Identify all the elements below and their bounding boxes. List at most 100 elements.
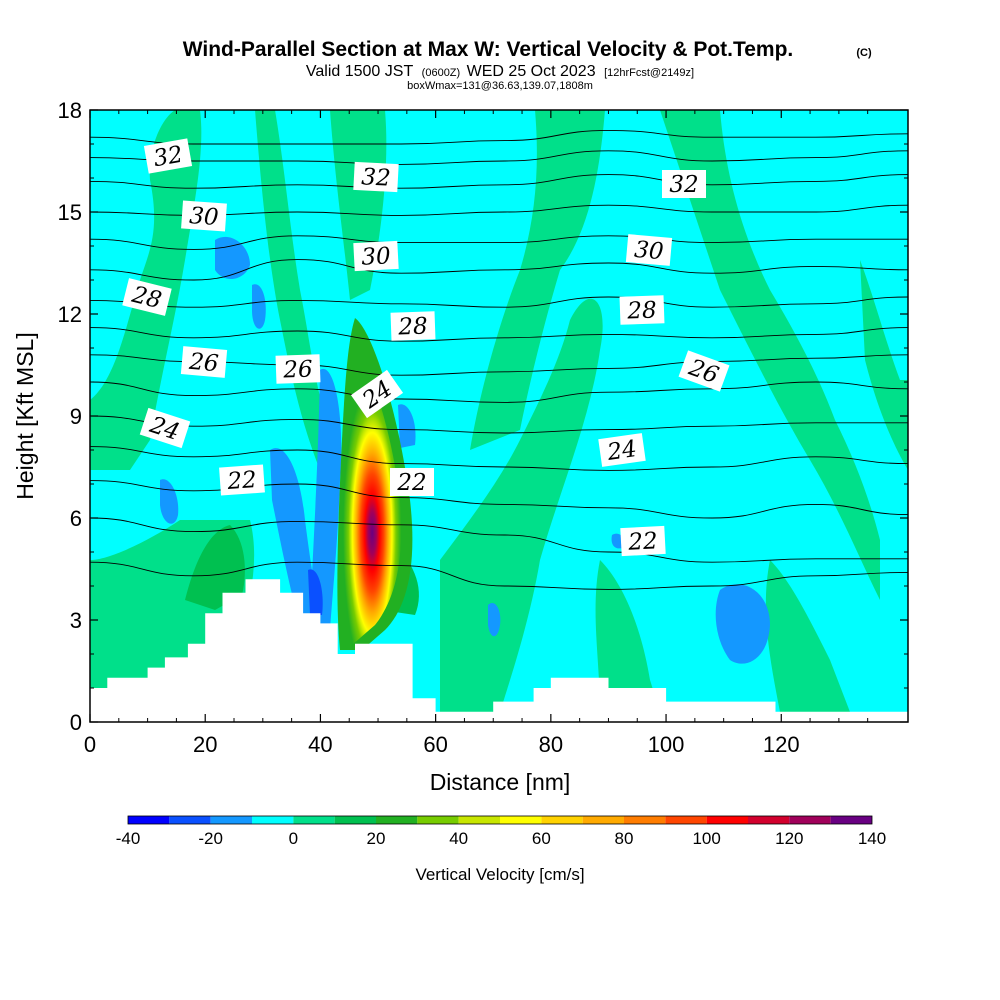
colorbar-tick-label: -40 xyxy=(116,829,141,848)
isentrope-label: 26 xyxy=(180,346,228,378)
colorbar-tick-label: 20 xyxy=(367,829,386,848)
forecast-info: [12hrFcst@2149z] xyxy=(604,67,694,79)
updraft-green-left xyxy=(185,525,245,610)
x-tick-label: 0 xyxy=(84,732,96,757)
y-tick-label: 9 xyxy=(70,404,82,429)
colorbar-swatch xyxy=(334,816,376,824)
isentrope-line xyxy=(90,296,908,308)
isentrope-labels: 32 32 32 30 30 30 28 28 xyxy=(122,138,730,557)
isentrope-label: 30 xyxy=(625,234,673,266)
colorbar-frame xyxy=(127,815,873,825)
colorbar-swatch xyxy=(376,816,418,824)
colorbar-swatch xyxy=(830,816,872,824)
colorbar-swatch xyxy=(789,816,831,824)
downdraft-lower-right xyxy=(715,584,770,664)
colorbar-swatch xyxy=(706,816,748,824)
colorbar-swatch xyxy=(458,816,500,824)
updraft-plume-core xyxy=(343,350,402,645)
valid-date: WED 25 Oct 2023 xyxy=(467,63,596,80)
isentrope-line xyxy=(90,354,908,376)
isentrope-line xyxy=(90,235,908,250)
colorbar-swatch xyxy=(417,816,459,824)
isentrope-line xyxy=(90,327,908,342)
isentrope-line xyxy=(90,174,908,189)
isentrope-label: 30 xyxy=(353,240,399,272)
isentrope-line xyxy=(90,415,908,434)
y-tick-label: 12 xyxy=(58,302,82,327)
svg-text:32: 32 xyxy=(669,172,698,198)
isentrope-label: 28 xyxy=(619,295,665,325)
isentrope-line xyxy=(90,150,908,165)
colorbar-swatch xyxy=(748,816,790,824)
svg-text:32: 32 xyxy=(151,142,184,173)
colorbar-tick-label: 140 xyxy=(858,829,886,848)
colorbar-tick-label: 40 xyxy=(449,829,468,848)
colorbar-swatch xyxy=(582,816,624,824)
svg-text:22: 22 xyxy=(396,470,426,496)
colorbar-tick-label: 120 xyxy=(775,829,803,848)
svg-text:32: 32 xyxy=(361,164,392,191)
y-tick-label: 6 xyxy=(70,506,82,531)
isentrope-line xyxy=(90,204,908,216)
colorbar: -40 -20 0 20 40 60 80 100 120 140 xyxy=(116,815,886,848)
y-tick-label: 0 xyxy=(70,710,82,735)
y-axis: 0 3 6 9 12 15 18 xyxy=(58,98,908,735)
isentrope-label: 32 xyxy=(662,170,706,198)
updraft-band-far-right xyxy=(860,260,908,470)
isentrope-lines xyxy=(90,129,908,590)
colorbar-swatch xyxy=(665,816,707,824)
copyright-mark: (C) xyxy=(856,47,872,59)
isentrope-line xyxy=(90,129,908,145)
x-tick-label: 60 xyxy=(423,732,447,757)
isentrope-line xyxy=(90,381,908,403)
colorbar-swatch xyxy=(128,816,170,824)
updraft-band-right xyxy=(660,110,880,600)
downdraft-upper-left-2 xyxy=(252,284,266,329)
y-axis-label: Height [Kft MSL] xyxy=(12,332,38,499)
svg-text:26: 26 xyxy=(282,356,313,383)
plot-area xyxy=(90,110,908,722)
velocity-field xyxy=(90,110,908,712)
svg-text:22: 22 xyxy=(627,528,659,556)
svg-text:28: 28 xyxy=(626,297,657,324)
colorbar-swatch xyxy=(210,816,252,824)
valid-time: Valid 1500 JST xyxy=(306,63,414,80)
downdraft-west-core xyxy=(308,569,323,615)
colorbar-tick-label: 60 xyxy=(532,829,551,848)
svg-text:22: 22 xyxy=(226,467,258,495)
x-tick-label: 120 xyxy=(763,732,800,757)
isentrope-label: 26 xyxy=(275,354,321,384)
updraft-band-lower-right xyxy=(595,560,660,712)
x-axis-label: Distance [nm] xyxy=(430,769,571,795)
svg-text:30: 30 xyxy=(361,243,392,270)
isentrope-label: 32 xyxy=(143,138,193,174)
colorbar-label: Vertical Velocity [cm/s] xyxy=(415,865,584,884)
updraft-band-bottom-right xyxy=(765,560,850,712)
isentrope-label: 32 xyxy=(353,161,399,193)
updraft-band-mid xyxy=(470,110,605,450)
colorbar-swatch xyxy=(169,816,211,824)
svg-text:30: 30 xyxy=(188,203,219,231)
isentrope-label: 22 xyxy=(390,468,434,496)
x-tick-label: 40 xyxy=(308,732,332,757)
downdraft-spot-mid xyxy=(488,602,501,637)
isentrope-line xyxy=(90,561,908,590)
isentrope-label: 24 xyxy=(598,433,646,467)
downdraft-east-flank xyxy=(398,404,416,448)
isentrope-line xyxy=(90,259,908,281)
valid-time-utc: (0600Z) xyxy=(422,67,461,79)
colorbar-swatch xyxy=(500,816,542,824)
colorbar-swatch xyxy=(293,816,335,824)
x-tick-label: 80 xyxy=(539,732,563,757)
colorbar-tick-label: 100 xyxy=(692,829,720,848)
isentrope-label: 28 xyxy=(390,311,436,341)
y-tick-label: 3 xyxy=(70,608,82,633)
updraft-band-lowmid xyxy=(440,298,603,712)
y-tick-label: 15 xyxy=(58,200,82,225)
x-axis: 0 20 40 60 80 100 120 xyxy=(84,110,869,757)
svg-text:30: 30 xyxy=(633,237,664,265)
x-tick-label: 100 xyxy=(648,732,685,757)
colorbar-swatch xyxy=(252,816,294,824)
colorbar-tick-label: -20 xyxy=(198,829,223,848)
isentrope-label: 22 xyxy=(620,525,666,557)
